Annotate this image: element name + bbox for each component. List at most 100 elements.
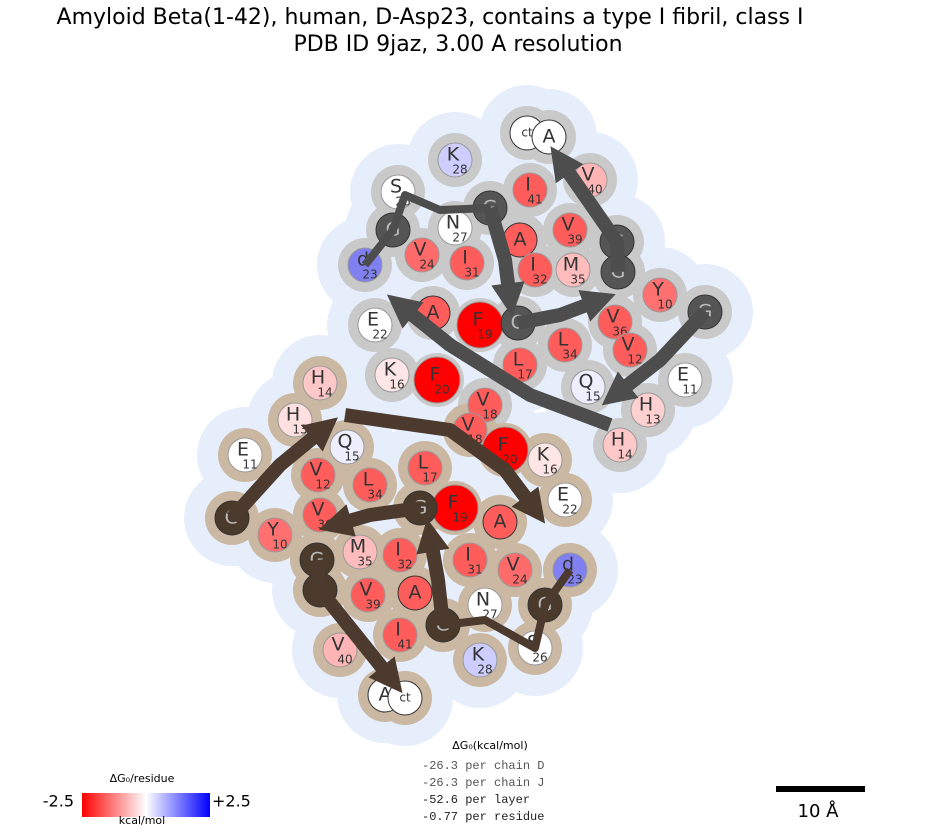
residue-letter: V [562, 214, 575, 236]
residue [257, 517, 293, 553]
residue-number: 12 [627, 353, 642, 367]
residue [302, 365, 338, 401]
scale-label: 10 Å [798, 800, 840, 822]
scale-bar [776, 786, 865, 792]
residue-letter: L [363, 469, 374, 491]
residue [382, 537, 418, 573]
residue-number: 35 [357, 555, 372, 569]
residue-number: 22 [372, 328, 387, 342]
residue-number: 15 [344, 450, 359, 464]
residue [350, 577, 386, 613]
residue-letter: K [537, 444, 550, 466]
residue [404, 237, 440, 273]
energy-line: -0.77 per residue [422, 810, 544, 824]
residue-letter: M [563, 254, 579, 276]
residue [527, 442, 563, 478]
residue-number: 24 [419, 258, 434, 272]
residue-letter: A [514, 229, 527, 251]
residue-letter: I [525, 174, 531, 196]
residue-letter: V [332, 634, 345, 656]
residue-number: 13 [292, 423, 307, 437]
residue-letter: L [418, 452, 429, 474]
energy-line: -26.3 per chain J [422, 776, 544, 790]
residue-letter: I [395, 539, 401, 561]
residue-number: 19 [452, 511, 467, 525]
residue [437, 142, 473, 178]
residue [300, 457, 336, 493]
residue-number: 22 [562, 503, 577, 517]
residue-number: 13 [645, 413, 660, 427]
residue [449, 245, 485, 281]
residue-number: 31 [464, 266, 479, 280]
residue [407, 450, 443, 486]
residue-letter: F [430, 364, 441, 386]
residue-letter: S [390, 176, 402, 198]
residue-letter: V [310, 459, 323, 481]
residue-number: 14 [617, 448, 632, 462]
residue [227, 437, 263, 473]
residue [374, 357, 410, 393]
energy-header: ΔG₀(kcal/mol) [452, 739, 527, 752]
residue-number: 14 [317, 386, 332, 400]
residue-letter: V [507, 554, 520, 576]
residue-letter: I [395, 619, 401, 641]
residue-number: 16 [389, 378, 404, 392]
residue [667, 362, 703, 398]
residue [630, 392, 666, 428]
residue-number: 16 [542, 463, 557, 477]
residue-letter: A [543, 126, 556, 148]
residue-number: 28 [452, 163, 467, 177]
legend-unit: kcal/mol [119, 814, 165, 827]
legend-max: +2.5 [212, 792, 251, 811]
residue-letter: d [562, 554, 574, 576]
residue-letter: E [367, 309, 379, 331]
legend-title: ΔG₀/residue [110, 772, 175, 785]
residue-letter: Q [338, 431, 353, 453]
residue-number: 10 [272, 538, 287, 552]
residue-number: 34 [367, 488, 382, 502]
residue [555, 252, 591, 288]
residue [531, 119, 567, 155]
residue-letter: F [448, 492, 459, 514]
residue-letter: V [360, 579, 373, 601]
residue-number: 23 [362, 268, 377, 282]
residue-number: 31 [467, 563, 482, 577]
residue-letter: V [414, 239, 427, 261]
residue-letter: E [237, 439, 249, 461]
residue-number: 41 [527, 193, 542, 207]
legend-min: -2.5 [43, 792, 74, 811]
residue-letter: M [350, 536, 366, 558]
residue-number: 20 [434, 383, 449, 397]
residue-letter: N [446, 212, 460, 234]
residue-number: 39 [567, 233, 582, 247]
residue [397, 575, 433, 611]
residue-number: 19 [477, 328, 492, 342]
residue-letter: ct [521, 126, 533, 140]
energy-line: -26.3 per chain D [422, 759, 544, 773]
residue-number: 23 [567, 573, 582, 587]
residue-letter: Y [651, 279, 664, 301]
residue-number: 41 [397, 638, 412, 652]
residue [547, 327, 583, 363]
residue-letter: I [465, 544, 471, 566]
residue-letter: V [582, 164, 595, 186]
residue-letter: A [494, 511, 507, 533]
residue [612, 332, 648, 368]
energy-line: -52.6 per layer [422, 793, 530, 807]
residue [342, 534, 378, 570]
subtitle: PDB ID 9jaz, 3.00 A resolution [293, 32, 622, 57]
residue [642, 277, 678, 313]
residue-letter: A [427, 302, 440, 324]
residue-letter: F [498, 434, 509, 456]
residue-number: 10 [657, 298, 672, 312]
legend-gradient [82, 793, 210, 817]
residue [382, 617, 418, 653]
residue [552, 212, 588, 248]
residue [602, 427, 638, 463]
residue-letter: V [462, 414, 475, 436]
residue-number: 28 [477, 663, 492, 677]
residue-letter: H [611, 429, 625, 451]
residue-number: 27 [452, 231, 467, 245]
